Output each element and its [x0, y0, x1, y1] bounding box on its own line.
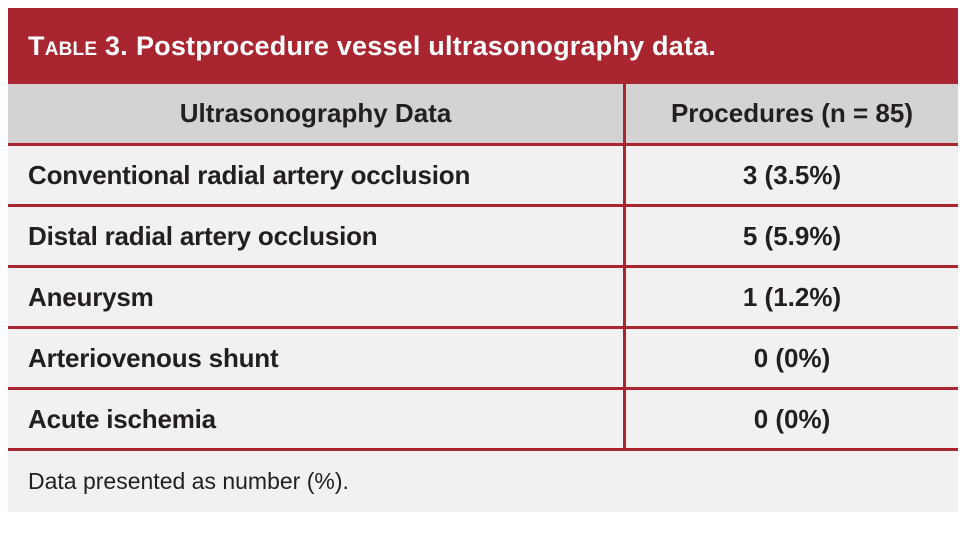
table-row: Distal radial artery occlusion 5 (5.9%) — [8, 207, 958, 268]
column-header-ultrasonography-data: Ultrasonography Data — [179, 98, 452, 128]
row-label: Conventional radial artery occlusion — [28, 159, 471, 190]
table-title: Postprocedure vessel ultrasonography dat… — [135, 30, 717, 61]
table-title-banner: Table 3. Postprocedure vessel ultrasonog… — [8, 8, 958, 84]
row-label: Acute ischemia — [28, 403, 216, 434]
row-value: 1 (1.2%) — [623, 268, 958, 326]
table-row: Aneurysm 1 (1.2%) — [8, 268, 958, 329]
row-value: 3 (3.5%) — [623, 146, 958, 204]
column-header-procedures: Procedures (n = 85) — [623, 84, 958, 143]
table-row: Conventional radial artery occlusion 3 (… — [8, 146, 958, 207]
table-number-label: Table 3. — [28, 30, 128, 61]
row-value: 0 (0%) — [623, 329, 958, 387]
table-footnote: Data presented as number (%). — [8, 451, 958, 512]
table-row: Arteriovenous shunt 0 (0%) — [8, 329, 958, 390]
row-value: 0 (0%) — [623, 390, 958, 448]
row-value: 5 (5.9%) — [623, 207, 958, 265]
table-row: Acute ischemia 0 (0%) — [8, 390, 958, 451]
postprocedure-ultrasonography-table: Table 3. Postprocedure vessel ultrasonog… — [8, 8, 958, 512]
row-label: Aneurysm — [28, 281, 154, 312]
column-header-row: Ultrasonography Data Procedures (n = 85) — [8, 84, 958, 146]
row-label: Distal radial artery occlusion — [28, 220, 378, 251]
row-label: Arteriovenous shunt — [28, 342, 279, 373]
